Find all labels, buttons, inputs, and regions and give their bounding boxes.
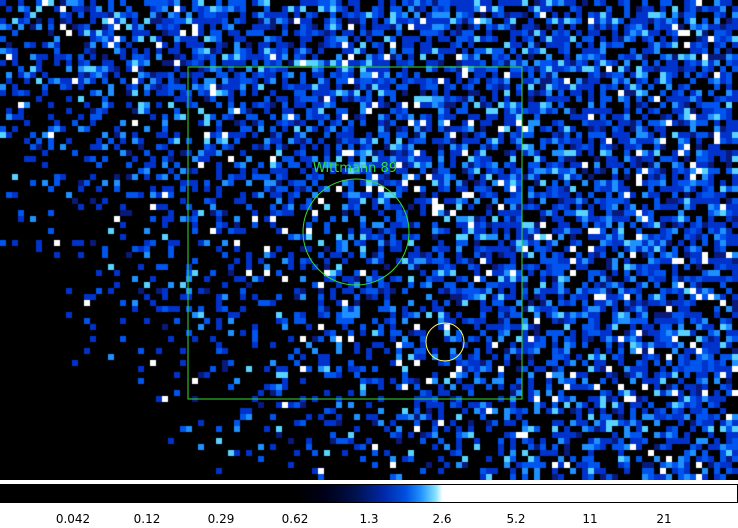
colorbar-tick: 0.29	[207, 512, 235, 526]
colorbar-tick: 21	[656, 512, 672, 526]
colorbar-tick-labels: 0.042 0.12 0.29 0.62 1.3 2.6 5.2 11 21	[0, 502, 738, 528]
colorbar[interactable]	[0, 484, 738, 503]
point-source-circle[interactable]	[425, 322, 465, 362]
colorbar-tick: 2.6	[432, 512, 452, 526]
colorbar-separator	[0, 480, 738, 484]
colorbar-tick: 0.042	[55, 512, 91, 526]
colorbar-tick: 0.12	[133, 512, 161, 526]
cluster-circle-region[interactable]	[302, 178, 410, 286]
xray-counts-map	[0, 0, 738, 480]
source-label: Wittmann 89	[313, 161, 397, 176]
sky-image[interactable]: Wittmann 89	[0, 0, 738, 480]
colorbar-tick: 11	[582, 512, 598, 526]
colorbar-tick: 0.62	[281, 512, 309, 526]
region-overlay: Wittmann 89	[187, 66, 523, 400]
field-box-region[interactable]	[187, 66, 523, 400]
colorbar-tick: 1.3	[359, 512, 379, 526]
colorbar-tick: 5.2	[506, 512, 526, 526]
